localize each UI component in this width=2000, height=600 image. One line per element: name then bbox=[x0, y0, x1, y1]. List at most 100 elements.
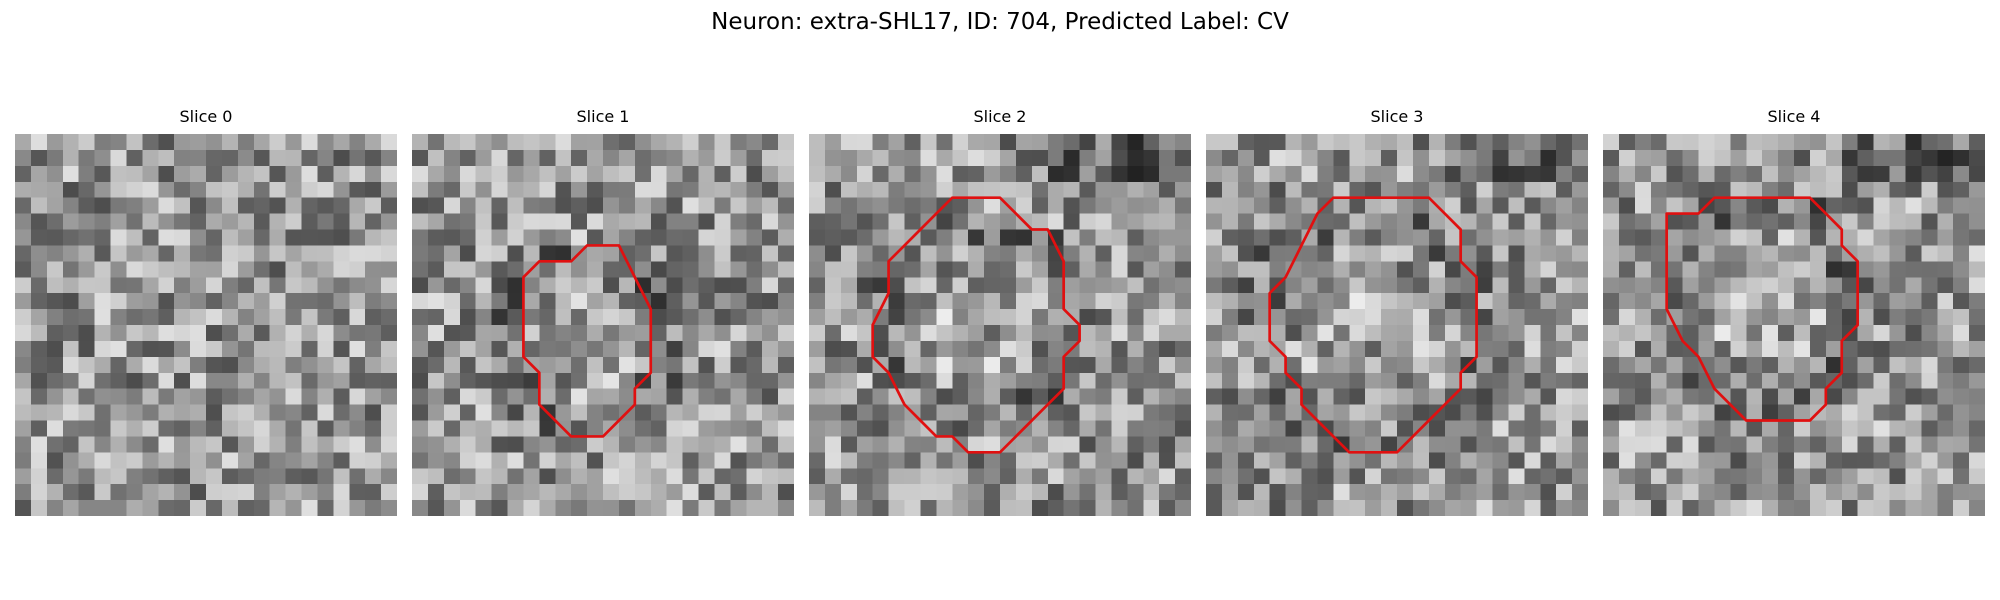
pixel bbox=[1699, 245, 1715, 261]
pixel bbox=[1556, 261, 1572, 277]
pixel bbox=[302, 405, 318, 421]
pixel bbox=[825, 134, 841, 150]
pixel bbox=[1254, 468, 1270, 484]
pixel bbox=[1286, 421, 1302, 437]
pixel bbox=[444, 500, 460, 516]
pixel bbox=[1635, 500, 1651, 516]
pixel bbox=[190, 484, 206, 500]
pixel bbox=[778, 230, 794, 246]
pixel bbox=[1794, 182, 1810, 198]
pixel bbox=[778, 134, 794, 150]
pixel bbox=[825, 341, 841, 357]
pixel bbox=[1508, 166, 1524, 182]
pixel bbox=[47, 325, 63, 341]
pixel bbox=[1493, 230, 1509, 246]
pixel bbox=[778, 166, 794, 182]
pixel bbox=[1778, 198, 1794, 214]
pixel bbox=[1127, 357, 1143, 373]
pixel bbox=[508, 198, 524, 214]
pixel bbox=[762, 405, 778, 421]
pixel bbox=[1746, 421, 1762, 437]
pixel bbox=[1381, 214, 1397, 230]
pixel bbox=[1874, 373, 1890, 389]
pixel bbox=[1064, 245, 1080, 261]
pixel bbox=[1016, 325, 1032, 341]
pixel bbox=[158, 341, 174, 357]
pixel bbox=[79, 261, 95, 277]
pixel bbox=[1333, 134, 1349, 150]
pixel bbox=[539, 245, 555, 261]
pixel bbox=[778, 436, 794, 452]
pixel bbox=[1302, 436, 1318, 452]
pixel bbox=[1143, 468, 1159, 484]
pixel bbox=[1254, 166, 1270, 182]
pixel bbox=[1381, 230, 1397, 246]
pixel bbox=[1890, 166, 1906, 182]
pixel bbox=[206, 277, 222, 293]
pixel bbox=[1953, 357, 1969, 373]
pixel bbox=[317, 452, 333, 468]
pixel bbox=[47, 293, 63, 309]
pixel bbox=[809, 421, 825, 437]
pixel bbox=[1969, 261, 1985, 277]
pixel bbox=[1413, 452, 1429, 468]
pixel bbox=[428, 293, 444, 309]
pixel bbox=[286, 452, 302, 468]
pixel bbox=[873, 245, 889, 261]
pixel bbox=[206, 166, 222, 182]
pixel bbox=[381, 214, 397, 230]
pixel bbox=[746, 309, 762, 325]
pixel bbox=[1111, 293, 1127, 309]
pixel bbox=[111, 261, 127, 277]
pixel bbox=[206, 325, 222, 341]
pixel bbox=[714, 150, 730, 166]
pixel bbox=[1159, 325, 1175, 341]
pixel bbox=[286, 436, 302, 452]
pixel bbox=[1905, 373, 1921, 389]
pixel bbox=[79, 182, 95, 198]
pixel bbox=[1127, 389, 1143, 405]
pixel bbox=[1397, 500, 1413, 516]
pixel bbox=[1381, 309, 1397, 325]
pixel bbox=[984, 452, 1000, 468]
pixel bbox=[126, 325, 142, 341]
pixel bbox=[699, 325, 715, 341]
pixel bbox=[349, 134, 365, 150]
pixel bbox=[1445, 405, 1461, 421]
pixel bbox=[1890, 230, 1906, 246]
pixel bbox=[1493, 325, 1509, 341]
pixel bbox=[317, 230, 333, 246]
pixel bbox=[1730, 230, 1746, 246]
slice-panel-2: Slice 2 bbox=[809, 107, 1191, 517]
pixel bbox=[683, 357, 699, 373]
pixel bbox=[571, 357, 587, 373]
pixel bbox=[1413, 293, 1429, 309]
pixel bbox=[1699, 277, 1715, 293]
pixel bbox=[492, 452, 508, 468]
pixel bbox=[1635, 277, 1651, 293]
pixel bbox=[1603, 436, 1619, 452]
pixel bbox=[1111, 261, 1127, 277]
pixel bbox=[1762, 373, 1778, 389]
pixel bbox=[857, 389, 873, 405]
pixel bbox=[1000, 309, 1016, 325]
pixel bbox=[1953, 500, 1969, 516]
pixel bbox=[1127, 468, 1143, 484]
pixel bbox=[1508, 373, 1524, 389]
pixel bbox=[1000, 500, 1016, 516]
pixel bbox=[1699, 230, 1715, 246]
pixel bbox=[683, 405, 699, 421]
pixel bbox=[79, 405, 95, 421]
pixel bbox=[174, 230, 190, 246]
pixel bbox=[126, 198, 142, 214]
pixel bbox=[333, 309, 349, 325]
pixel bbox=[873, 325, 889, 341]
pixel bbox=[365, 325, 381, 341]
pixel bbox=[1080, 341, 1096, 357]
pixel bbox=[1270, 325, 1286, 341]
pixel bbox=[778, 261, 794, 277]
pixel bbox=[667, 261, 683, 277]
pixel bbox=[1667, 484, 1683, 500]
pixel bbox=[1413, 150, 1429, 166]
pixel bbox=[1858, 134, 1874, 150]
